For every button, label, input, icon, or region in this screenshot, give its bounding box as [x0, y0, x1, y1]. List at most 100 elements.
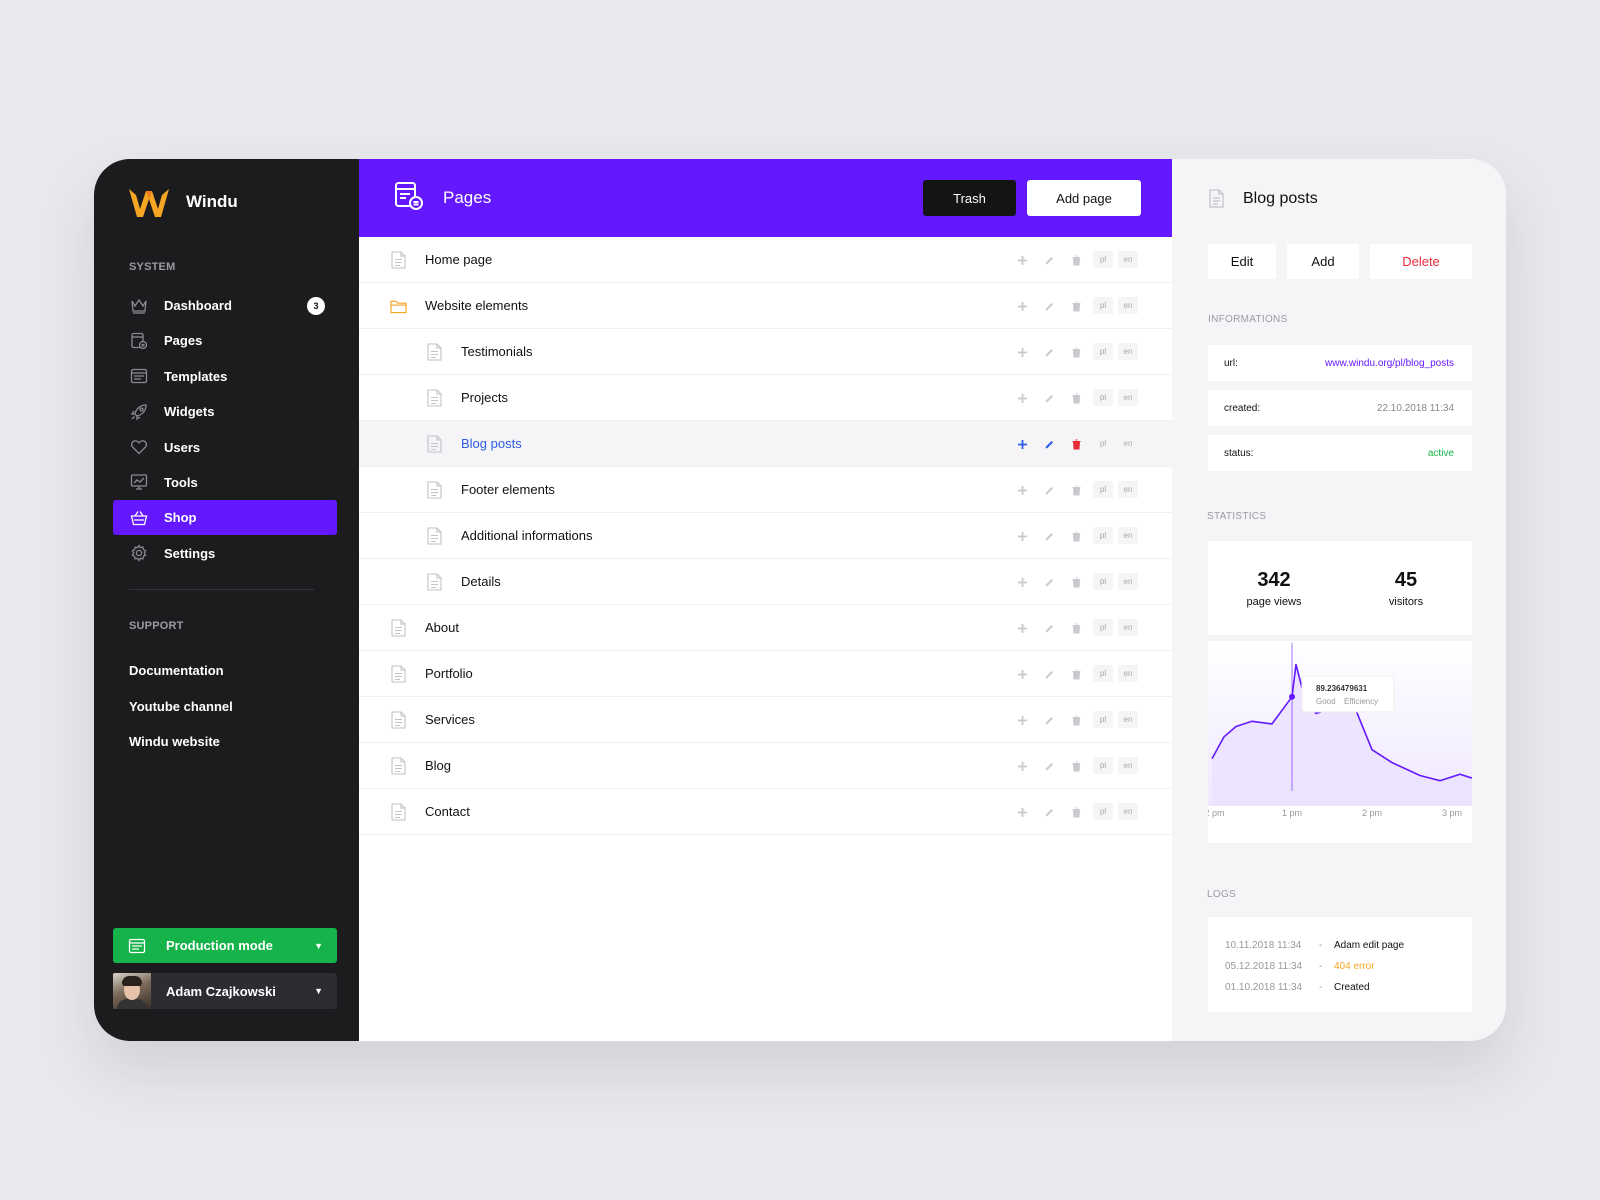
lang-tag-pl[interactable]: pl: [1093, 665, 1113, 682]
lang-tag-en[interactable]: en: [1118, 757, 1138, 774]
lang-tag-pl[interactable]: pl: [1093, 389, 1113, 406]
page-row[interactable]: Blog posts pl en: [359, 421, 1172, 467]
delete-button[interactable]: Delete: [1370, 244, 1472, 279]
add-icon[interactable]: [1009, 347, 1036, 358]
edit-icon[interactable]: [1036, 393, 1063, 404]
delete-icon[interactable]: [1063, 623, 1090, 634]
lang-tag-en[interactable]: en: [1118, 481, 1138, 498]
page-row-label[interactable]: Blog posts: [461, 436, 522, 451]
page-row-label[interactable]: Testimonials: [461, 344, 533, 359]
trash-button[interactable]: Trash: [923, 180, 1016, 216]
page-row[interactable]: Blog pl en: [359, 743, 1172, 789]
lang-tag-pl[interactable]: pl: [1093, 297, 1113, 314]
delete-icon[interactable]: [1063, 301, 1090, 312]
page-row[interactable]: Portfolio pl en: [359, 651, 1172, 697]
sidebar-item-templates[interactable]: Templates: [113, 359, 337, 394]
page-row[interactable]: Projects pl en: [359, 375, 1172, 421]
sidebar-item-users[interactable]: Users: [113, 430, 337, 465]
delete-icon[interactable]: [1063, 485, 1090, 496]
lang-tag-en[interactable]: en: [1118, 343, 1138, 360]
page-row[interactable]: Contact pl en: [359, 789, 1172, 835]
lang-tag-en[interactable]: en: [1118, 251, 1138, 268]
lang-tag-pl[interactable]: pl: [1093, 803, 1113, 820]
lang-tag-pl[interactable]: pl: [1093, 481, 1113, 498]
page-row[interactable]: Details pl en: [359, 559, 1172, 605]
add-icon[interactable]: [1009, 669, 1036, 680]
edit-button[interactable]: Edit: [1208, 244, 1276, 279]
add-page-button[interactable]: Add page: [1027, 180, 1141, 216]
lang-tag-pl[interactable]: pl: [1093, 757, 1113, 774]
lang-tag-en[interactable]: en: [1118, 803, 1138, 820]
delete-icon[interactable]: [1063, 393, 1090, 404]
edit-icon[interactable]: [1036, 439, 1063, 450]
url-link[interactable]: www.windu.org/pl/blog_posts: [1325, 357, 1454, 369]
add-icon[interactable]: [1009, 531, 1036, 542]
lang-tag-en[interactable]: en: [1118, 389, 1138, 406]
page-row[interactable]: Testimonials pl en: [359, 329, 1172, 375]
page-row-label[interactable]: Footer elements: [461, 482, 555, 497]
lang-tag-pl[interactable]: pl: [1093, 527, 1113, 544]
add-icon[interactable]: [1009, 393, 1036, 404]
sidebar-item-shop[interactable]: Shop: [113, 500, 337, 536]
add-icon[interactable]: [1009, 807, 1036, 818]
user-menu[interactable]: Adam Czajkowski ▼: [113, 973, 337, 1009]
add-icon[interactable]: [1009, 577, 1036, 588]
edit-icon[interactable]: [1036, 255, 1063, 266]
delete-icon[interactable]: [1063, 255, 1090, 266]
logo[interactable]: Windu: [128, 185, 238, 219]
lang-tag-pl[interactable]: pl: [1093, 343, 1113, 360]
windu-website-link[interactable]: Windu website: [129, 734, 220, 749]
edit-icon[interactable]: [1036, 577, 1063, 588]
edit-icon[interactable]: [1036, 485, 1063, 496]
page-row-label[interactable]: Additional informations: [461, 528, 593, 543]
lang-tag-en[interactable]: en: [1118, 297, 1138, 314]
delete-icon[interactable]: [1063, 715, 1090, 726]
edit-icon[interactable]: [1036, 623, 1063, 634]
delete-icon[interactable]: [1063, 531, 1090, 542]
production-mode-dropdown[interactable]: Production mode ▼: [113, 928, 337, 963]
page-row-label[interactable]: Home page: [425, 252, 493, 267]
lang-tag-pl[interactable]: pl: [1093, 251, 1113, 268]
page-row-label[interactable]: About: [425, 620, 459, 635]
page-row[interactable]: Footer elements pl en: [359, 467, 1172, 513]
page-row-label[interactable]: Blog: [425, 758, 452, 773]
lang-tag-pl[interactable]: pl: [1093, 711, 1113, 728]
delete-icon[interactable]: [1063, 807, 1090, 818]
edit-icon[interactable]: [1036, 807, 1063, 818]
page-row[interactable]: Home page pl en: [359, 237, 1172, 283]
add-icon[interactable]: [1009, 439, 1036, 450]
page-row[interactable]: Website elements pl en: [359, 283, 1172, 329]
page-row-label[interactable]: Details: [461, 574, 501, 589]
lang-tag-en[interactable]: en: [1118, 435, 1138, 452]
sidebar-item-pages[interactable]: Pages: [113, 323, 337, 358]
add-icon[interactable]: [1009, 623, 1036, 634]
lang-tag-en[interactable]: en: [1118, 711, 1138, 728]
page-row-label[interactable]: Portfolio: [425, 666, 473, 681]
add-button[interactable]: Add: [1287, 244, 1359, 279]
page-row[interactable]: Additional informations pl en: [359, 513, 1172, 559]
page-row[interactable]: About pl en: [359, 605, 1172, 651]
sidebar-item-settings[interactable]: Settings: [113, 536, 337, 571]
delete-icon[interactable]: [1063, 669, 1090, 680]
page-row-label[interactable]: Services: [425, 712, 475, 727]
edit-icon[interactable]: [1036, 301, 1063, 312]
youtube-channel-link[interactable]: Youtube channel: [129, 698, 233, 714]
documentation-link[interactable]: Documentation: [129, 663, 224, 678]
lang-tag-pl[interactable]: pl: [1093, 435, 1113, 452]
lang-tag-en[interactable]: en: [1118, 573, 1138, 590]
delete-icon[interactable]: [1063, 439, 1090, 450]
page-row-label[interactable]: Projects: [461, 390, 508, 405]
delete-icon[interactable]: [1063, 761, 1090, 772]
add-icon[interactable]: [1009, 255, 1036, 266]
delete-icon[interactable]: [1063, 577, 1090, 588]
lang-tag-en[interactable]: en: [1118, 619, 1138, 636]
edit-icon[interactable]: [1036, 669, 1063, 680]
page-row[interactable]: Services pl en: [359, 697, 1172, 743]
edit-icon[interactable]: [1036, 715, 1063, 726]
lang-tag-pl[interactable]: pl: [1093, 573, 1113, 590]
sidebar-item-dashboard[interactable]: Dashboard 3: [113, 288, 337, 323]
lang-tag-en[interactable]: en: [1118, 527, 1138, 544]
edit-icon[interactable]: [1036, 531, 1063, 542]
delete-icon[interactable]: [1063, 347, 1090, 358]
edit-icon[interactable]: [1036, 761, 1063, 772]
